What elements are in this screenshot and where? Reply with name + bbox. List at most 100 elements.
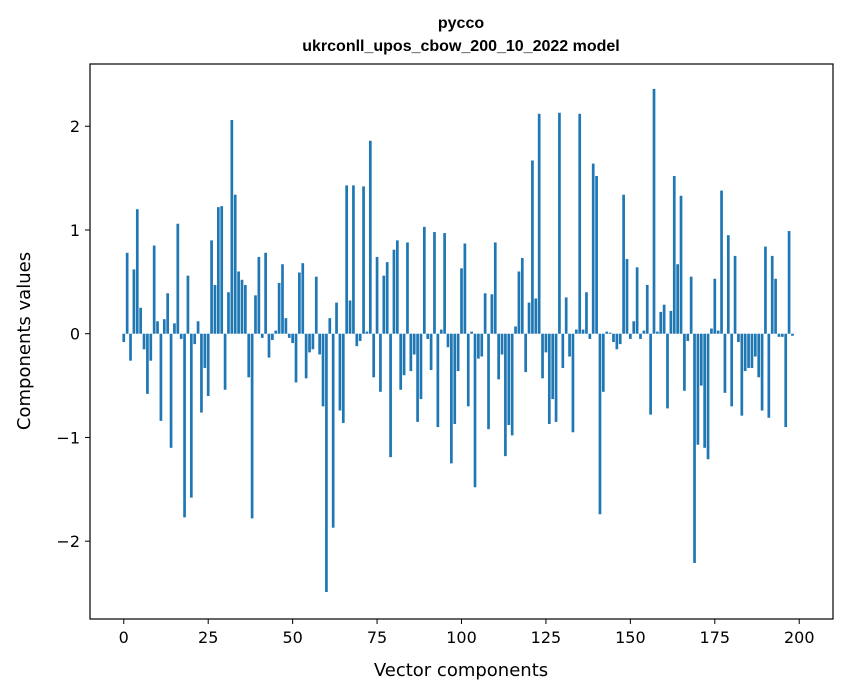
bar xyxy=(267,333,271,358)
bar xyxy=(750,333,754,368)
bar xyxy=(321,333,325,407)
bar xyxy=(453,333,457,424)
bar xyxy=(598,333,602,515)
bar xyxy=(683,333,686,391)
bars-group xyxy=(122,88,794,593)
bar xyxy=(365,331,369,334)
chart-subtitle: ukrconll_upos_cbow_200_10_2022 model xyxy=(302,38,619,55)
bar xyxy=(375,256,379,334)
bar xyxy=(639,333,642,339)
bar xyxy=(392,249,396,334)
bar xyxy=(757,333,761,378)
bar xyxy=(706,333,710,460)
bar xyxy=(554,333,558,422)
bar xyxy=(358,333,362,341)
bar xyxy=(642,330,646,334)
bar xyxy=(608,332,612,334)
bar xyxy=(250,333,254,519)
bar xyxy=(122,333,126,343)
bar xyxy=(419,333,423,400)
bar xyxy=(166,293,170,334)
bar xyxy=(615,333,619,350)
bar xyxy=(186,275,190,334)
bar xyxy=(504,333,507,457)
bar xyxy=(483,293,487,334)
bar xyxy=(284,318,288,334)
bar xyxy=(470,331,473,334)
bar xyxy=(696,333,700,445)
bar xyxy=(652,88,656,334)
bar xyxy=(669,310,673,334)
bar xyxy=(149,333,153,361)
bar xyxy=(605,331,609,334)
bar xyxy=(460,268,463,334)
bar xyxy=(760,333,764,411)
bar xyxy=(409,333,413,372)
bar xyxy=(142,333,146,350)
bar xyxy=(527,302,531,334)
bar xyxy=(227,292,230,334)
bar xyxy=(446,333,450,348)
bar xyxy=(517,271,521,334)
bar xyxy=(233,194,237,334)
bar xyxy=(189,333,193,498)
bar xyxy=(578,113,582,334)
bar xyxy=(169,333,173,448)
bar xyxy=(402,333,406,376)
bar xyxy=(693,333,696,563)
bar xyxy=(173,323,176,334)
bar xyxy=(561,333,565,368)
bar xyxy=(298,272,301,334)
bar xyxy=(723,333,727,393)
y-axis-label: Components values xyxy=(14,252,35,430)
bar xyxy=(737,333,740,343)
bar xyxy=(544,333,548,353)
bar xyxy=(382,275,386,334)
bar xyxy=(676,264,679,334)
bar xyxy=(581,329,585,334)
bar xyxy=(490,294,494,334)
bar xyxy=(325,333,328,593)
bar xyxy=(666,333,669,409)
bar xyxy=(480,333,484,357)
y-axis: −2 −1 0 1 2 xyxy=(56,117,90,551)
bar xyxy=(716,330,720,334)
bar xyxy=(162,319,166,334)
bar xyxy=(618,333,622,345)
bar xyxy=(287,333,291,338)
bar xyxy=(463,243,467,334)
bar xyxy=(156,321,159,334)
x-tick-label: 100 xyxy=(446,628,477,647)
x-tick-label: 200 xyxy=(784,628,815,647)
bar xyxy=(385,262,389,334)
bar xyxy=(146,333,149,394)
bar xyxy=(247,333,251,378)
bar xyxy=(220,206,224,334)
x-axis: 0 25 50 75 100 125 150 175 200 xyxy=(119,619,815,647)
bar xyxy=(662,304,666,334)
bar xyxy=(558,112,561,334)
bar xyxy=(574,329,578,334)
bar xyxy=(601,333,605,392)
bar xyxy=(784,333,788,428)
bar xyxy=(176,223,180,334)
bar xyxy=(341,333,345,423)
x-tick-label: 125 xyxy=(531,628,562,647)
bar xyxy=(595,176,598,334)
bar xyxy=(730,333,734,407)
bar xyxy=(230,120,234,334)
bar xyxy=(331,333,335,528)
bar xyxy=(355,333,359,347)
bar xyxy=(524,333,528,373)
bar xyxy=(770,255,774,334)
bar xyxy=(497,333,500,380)
bar xyxy=(726,235,730,334)
bar xyxy=(625,259,629,334)
bar xyxy=(260,333,264,338)
y-tick-label: −2 xyxy=(56,532,80,551)
x-tick-label: 175 xyxy=(700,628,731,647)
bar xyxy=(223,333,227,390)
bar xyxy=(629,333,632,339)
bar xyxy=(720,190,723,334)
